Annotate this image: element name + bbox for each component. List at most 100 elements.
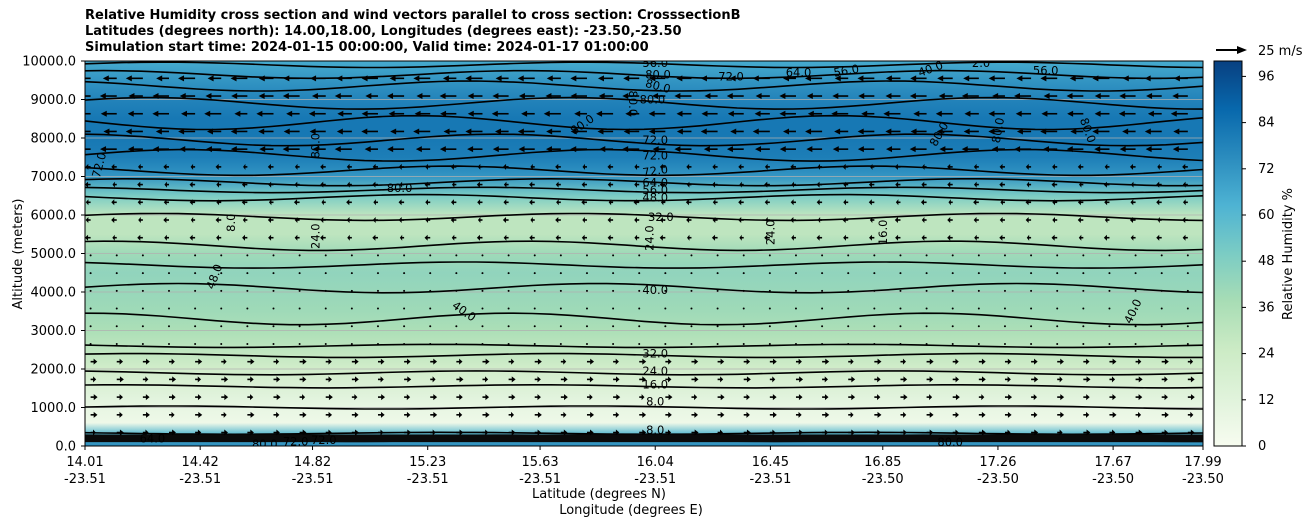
wind-vector-head	[973, 217, 977, 224]
wind-vector-head	[973, 163, 977, 170]
wind-vector-head	[607, 234, 611, 241]
wind-vector-head	[1094, 110, 1101, 117]
wind-vector	[1030, 289, 1033, 292]
wind-vector	[899, 254, 902, 257]
quiver-key-label: 25 m/s	[1258, 44, 1303, 59]
wind-vector-head	[1111, 376, 1116, 383]
wind-vector-head	[294, 163, 298, 170]
wind-vector-head	[1112, 394, 1117, 401]
wind-vector-head	[981, 411, 986, 418]
wind-vector	[1056, 325, 1059, 328]
wind-vector-head	[929, 394, 933, 401]
wind-vector-head	[1172, 93, 1179, 100]
contour-line	[85, 240, 1203, 252]
wind-vector-head	[921, 163, 925, 170]
wind-vector	[141, 342, 144, 345]
wind-vector	[559, 272, 562, 275]
wind-vector	[899, 272, 902, 275]
wind-vector-head	[1051, 181, 1055, 188]
x-tick-label-lat: 17.67	[1095, 455, 1132, 470]
wind-vector	[1186, 342, 1189, 345]
wind-vector-head	[477, 217, 481, 224]
wind-vector	[1186, 325, 1189, 328]
wind-vector	[246, 307, 249, 310]
wind-vector-head	[216, 181, 220, 188]
x-tick-label-lat: 17.99	[1184, 455, 1221, 470]
wind-vector	[742, 342, 745, 345]
wind-vector-head	[518, 146, 525, 153]
wind-vector-head	[511, 376, 516, 383]
wind-vector-head	[563, 394, 568, 401]
wind-vector-head	[485, 411, 490, 418]
wind-vector-head	[119, 429, 124, 436]
wind-vector	[585, 289, 588, 292]
wind-vector-head	[145, 394, 150, 401]
wind-vector	[873, 289, 876, 292]
wind-vector-head	[1013, 93, 1020, 100]
wind-vector-head	[181, 110, 188, 117]
wind-vector	[115, 325, 118, 328]
wind-vector-head	[207, 75, 214, 82]
wind-vector-head	[459, 411, 463, 418]
wind-vector	[977, 289, 980, 292]
contour-line	[85, 384, 1203, 389]
wind-vector-head	[241, 199, 245, 206]
wind-vector-head	[250, 411, 255, 418]
wind-vector-head	[903, 411, 907, 418]
wind-vector	[298, 254, 301, 257]
wind-vector-head	[615, 411, 620, 418]
wind-vector-head	[806, 146, 813, 153]
wind-vector-head	[1067, 110, 1074, 117]
wind-vector	[873, 307, 876, 310]
wind-vector	[1030, 307, 1033, 310]
wind-vector	[1056, 307, 1059, 310]
wind-vector-head	[832, 146, 839, 153]
wind-vector-head	[380, 429, 384, 436]
wind-vector-head	[877, 394, 881, 401]
wind-vector	[533, 272, 536, 275]
wind-vector-head	[283, 128, 290, 135]
wind-vector	[403, 342, 406, 345]
wind-vector-head	[929, 411, 934, 418]
wind-vector-head	[1086, 376, 1091, 383]
x-axis-label-lat: Latitude (degrees N)	[532, 487, 666, 502]
wind-vector-head	[1146, 93, 1153, 100]
wind-vector-head	[738, 163, 742, 170]
wind-vector	[612, 289, 615, 292]
wind-vector	[324, 325, 327, 328]
wind-vector	[977, 342, 980, 345]
wind-vector-head	[276, 376, 281, 383]
wind-vector-head	[302, 376, 307, 383]
wind-vector-head	[885, 93, 892, 100]
wind-vector-head	[570, 128, 577, 135]
wind-vector-head	[936, 128, 943, 135]
wind-vector-head	[616, 394, 621, 401]
wind-vector-head	[711, 234, 716, 241]
wind-vector-head	[1040, 75, 1047, 82]
contour-label: 24.0	[642, 364, 668, 378]
wind-vector-head	[1130, 234, 1134, 241]
wind-vector	[664, 307, 667, 310]
wind-vector-head	[730, 128, 737, 135]
quiver-key: 25 m/s	[1216, 44, 1303, 59]
wind-vector-head	[433, 394, 438, 401]
wind-vector-head	[127, 146, 134, 153]
wind-vector-head	[413, 128, 420, 135]
wind-vector	[873, 342, 876, 345]
wind-vector-head	[164, 181, 167, 188]
wind-vector-head	[406, 394, 411, 401]
wind-vector-head	[380, 376, 384, 383]
wind-vector-head	[231, 93, 238, 100]
wind-vector-head	[425, 217, 429, 224]
wind-vector	[821, 325, 824, 328]
wind-vector-head	[816, 181, 820, 188]
wind-vector	[115, 342, 118, 345]
wind-vector-head	[1172, 146, 1179, 153]
wind-vector	[167, 325, 170, 328]
wind-vector-head	[1060, 411, 1065, 418]
wind-vector	[1186, 289, 1189, 292]
wind-vector-head	[1119, 146, 1126, 153]
wind-vector-head	[981, 394, 985, 401]
wind-vector	[794, 254, 797, 257]
wind-vector-head	[581, 234, 585, 241]
